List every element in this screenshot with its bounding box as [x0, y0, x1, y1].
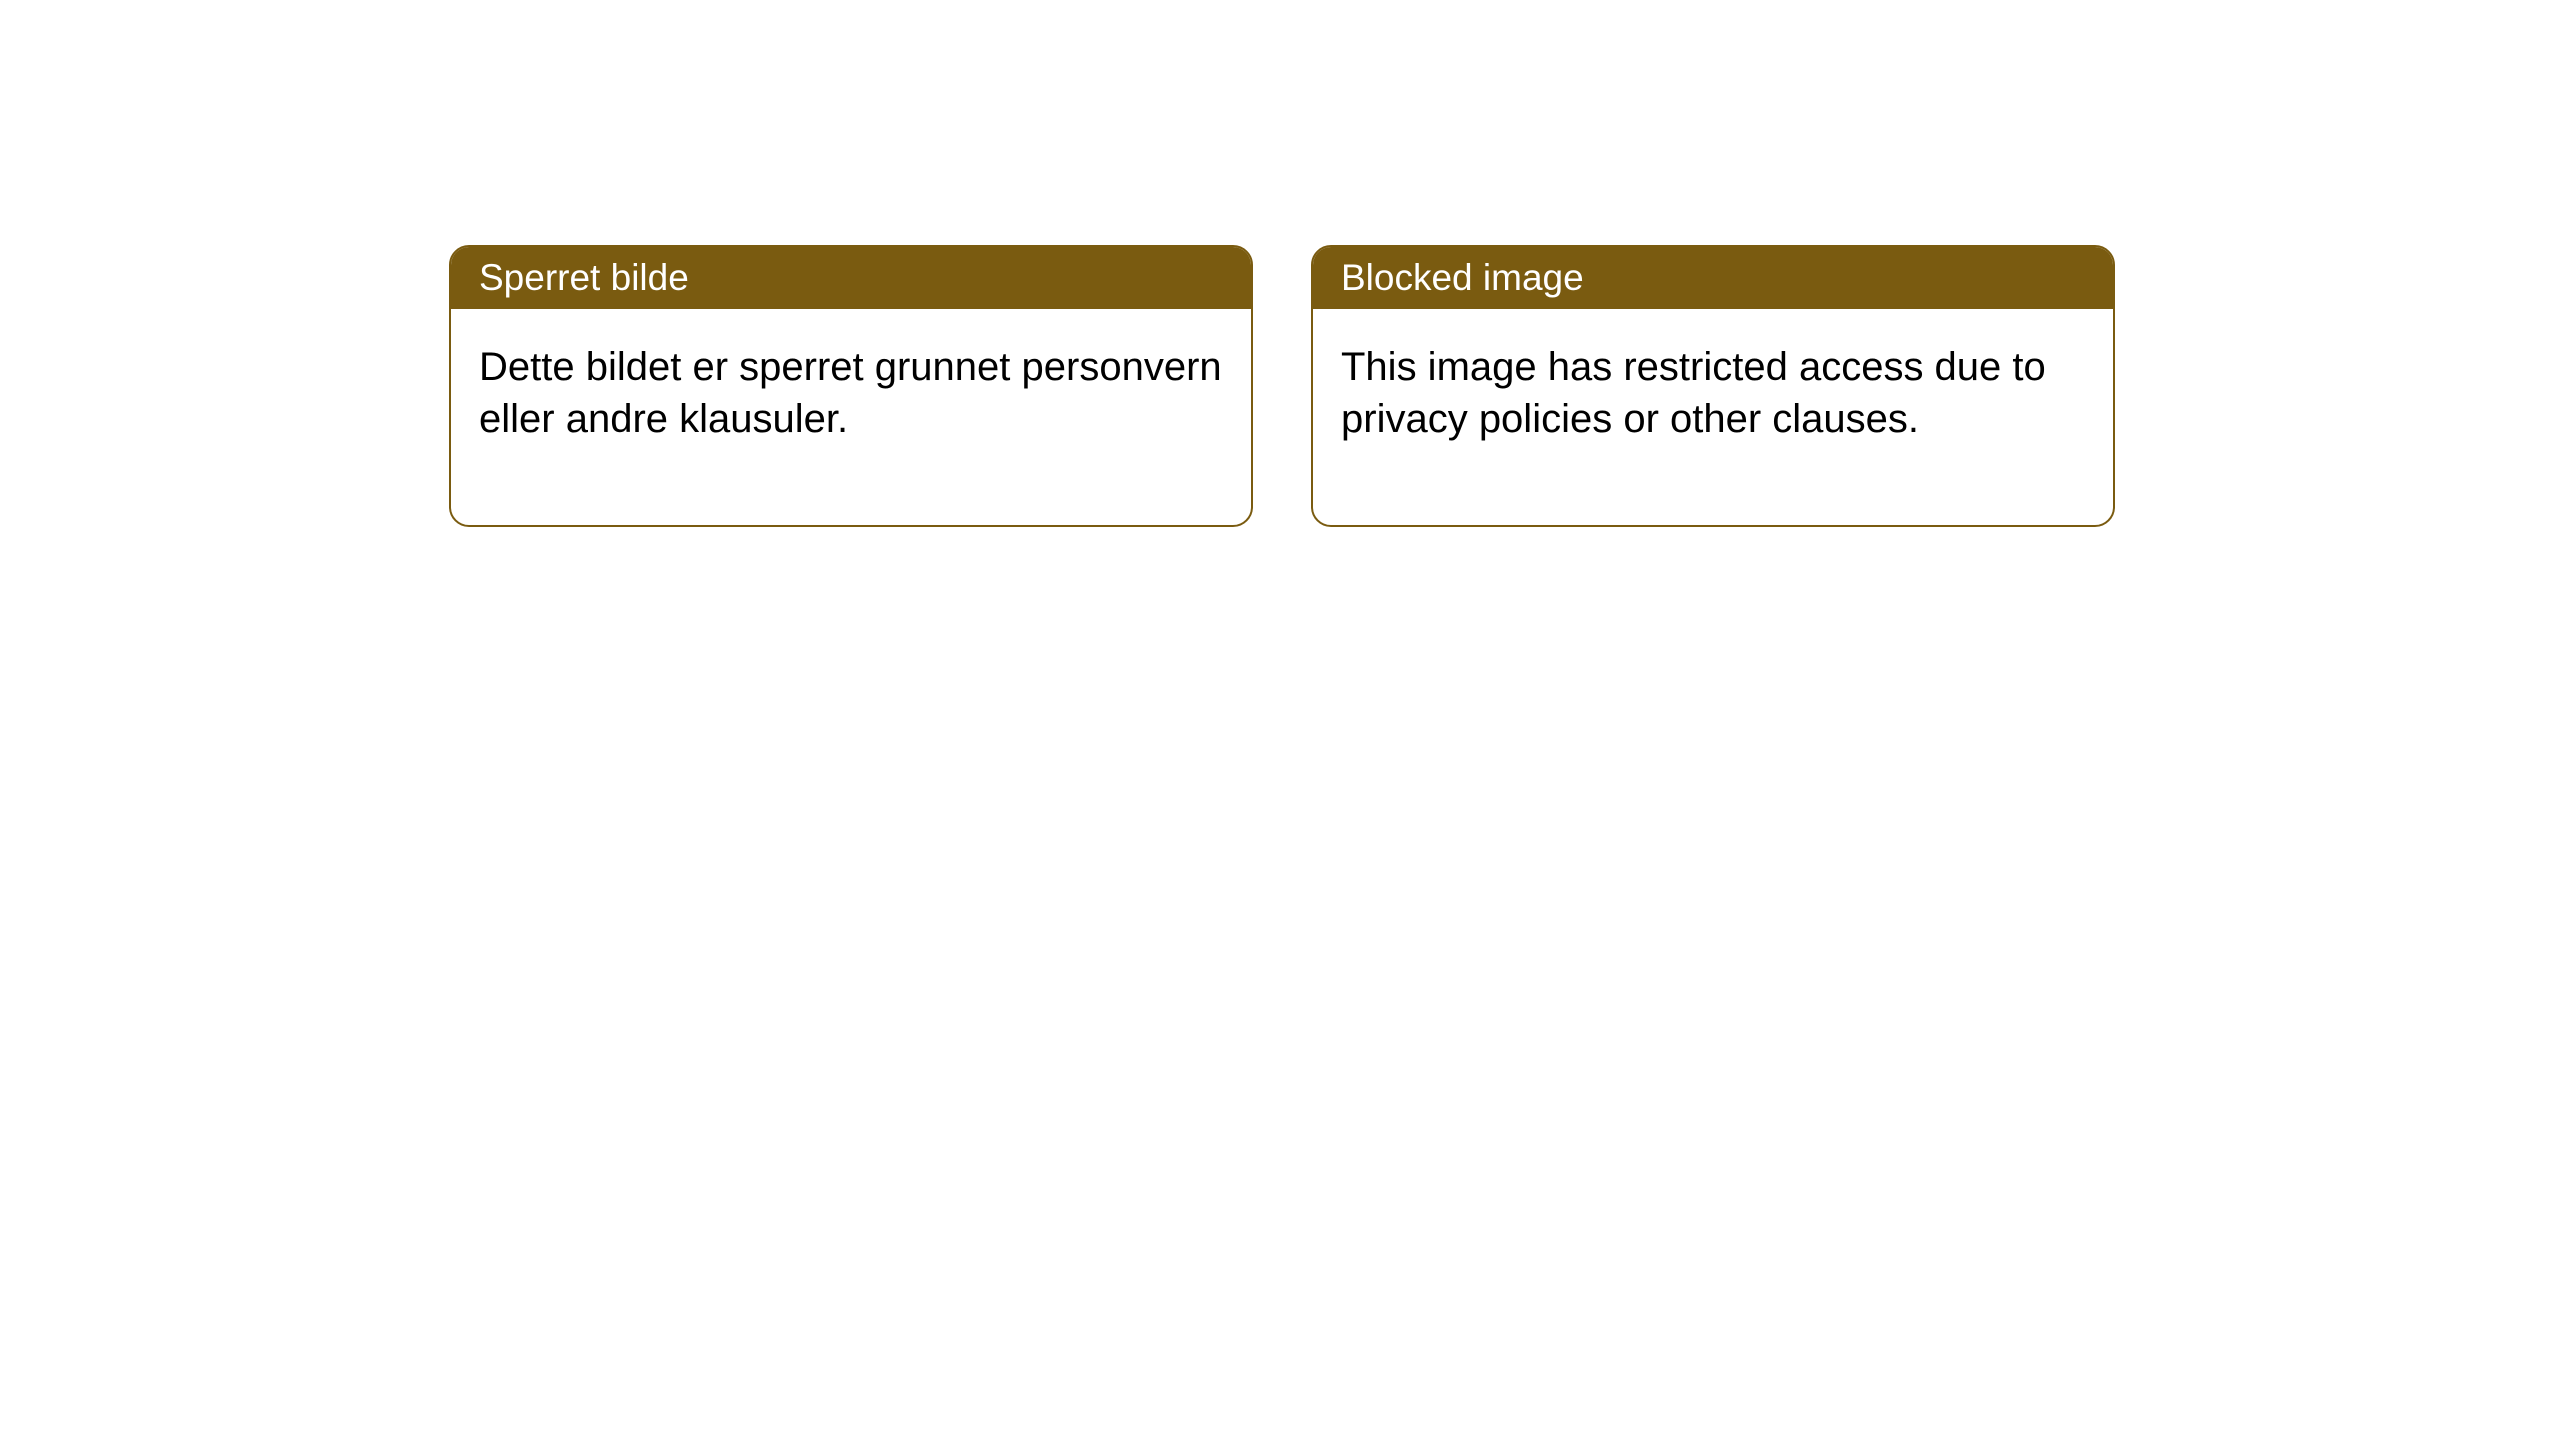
notice-card-english: Blocked image This image has restricted … — [1311, 245, 2115, 527]
notice-card-norwegian: Sperret bilde Dette bildet er sperret gr… — [449, 245, 1253, 527]
notice-body-norwegian: Dette bildet er sperret grunnet personve… — [451, 309, 1251, 525]
notice-body-english: This image has restricted access due to … — [1313, 309, 2113, 525]
notice-title-norwegian: Sperret bilde — [451, 247, 1251, 309]
notice-title-english: Blocked image — [1313, 247, 2113, 309]
notice-container: Sperret bilde Dette bildet er sperret gr… — [0, 0, 2560, 527]
